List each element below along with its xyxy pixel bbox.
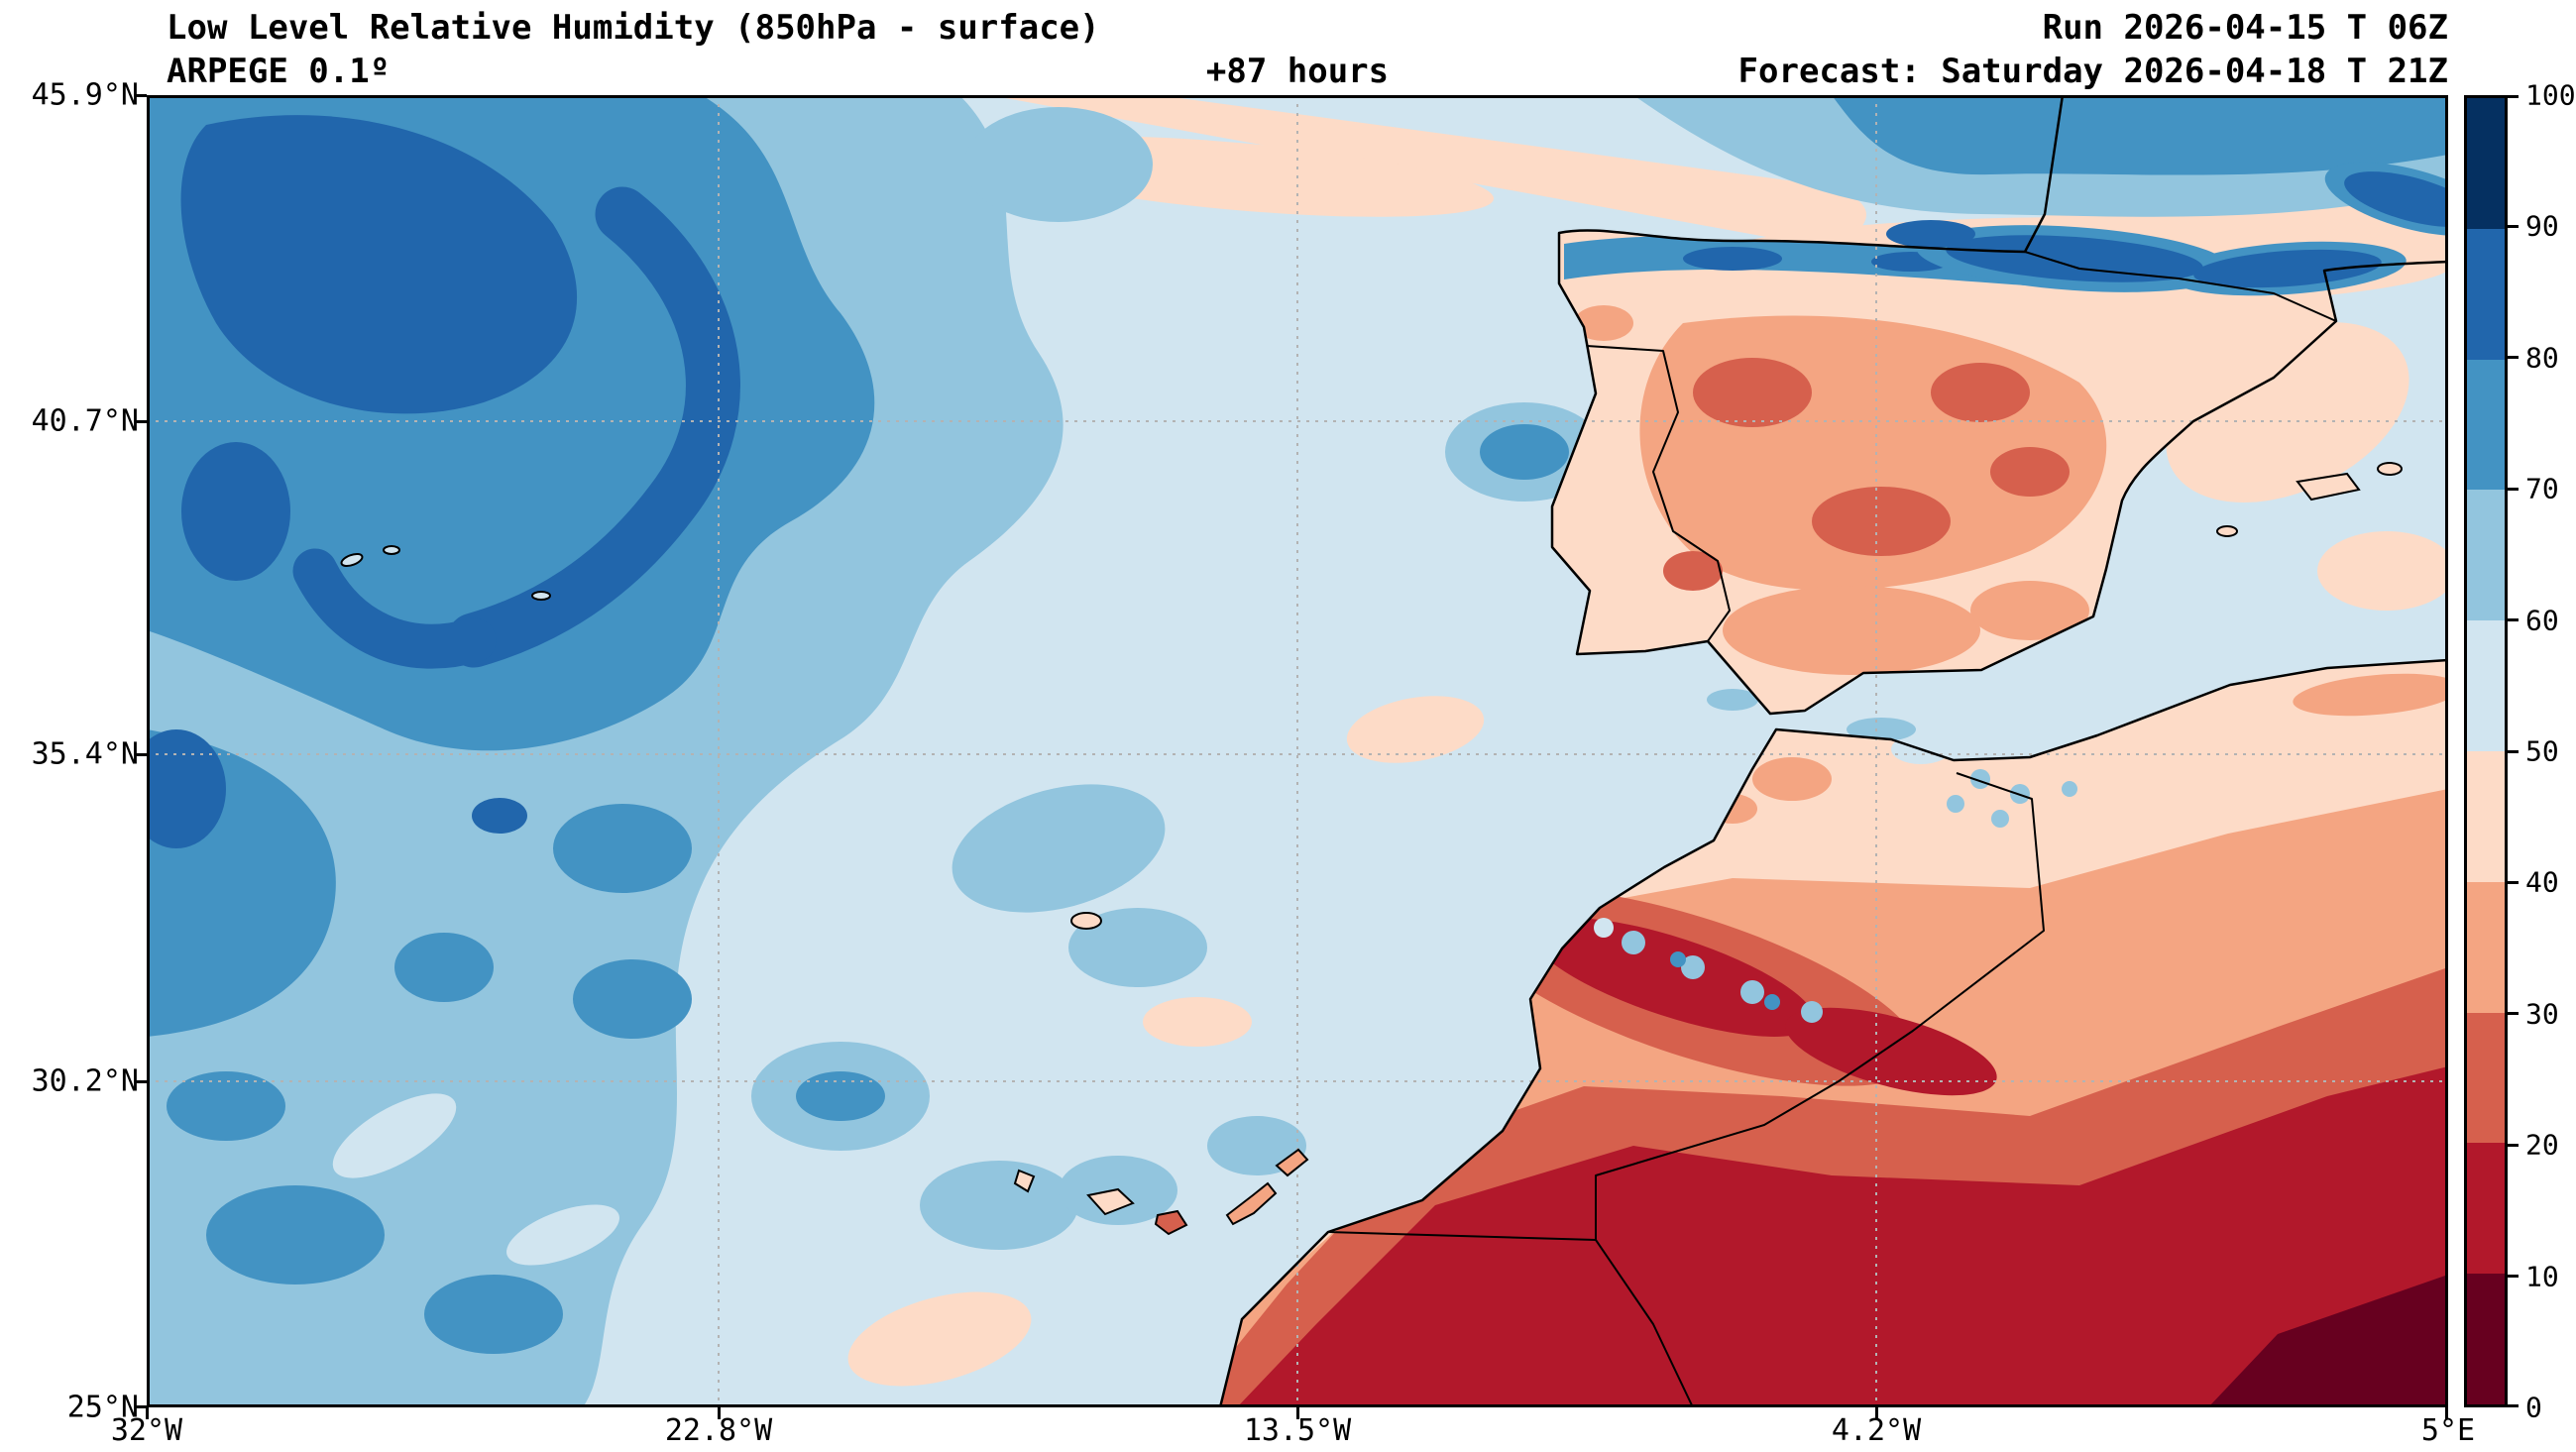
colorbar-tick-label: 100: [2525, 78, 2576, 112]
colorbar-tick-mark: [2508, 95, 2519, 98]
colorbar-tick-label: 80: [2525, 341, 2559, 375]
colorbar-tick-label: 20: [2525, 1128, 2559, 1162]
graticule-gridlines: [147, 95, 2448, 1407]
model-label: ARPEGE 0.1º: [167, 52, 391, 91]
colorbar-tick-label: 50: [2525, 734, 2559, 768]
colorbar-segment: [2467, 620, 2505, 751]
country-borders: [1327, 251, 2337, 1408]
colorbar-tick-mark: [2508, 1143, 2519, 1147]
humidity-field-africa: [1220, 673, 2448, 1407]
y-tick-label: 45.9°N: [31, 77, 139, 113]
axis-tick-mark: [718, 1407, 721, 1419]
axis-tick-mark: [135, 1405, 147, 1408]
plot-frame: [147, 95, 2448, 1407]
axis-tick-mark: [135, 420, 147, 423]
figure-title: Low Level Relative Humidity (850hPa - su…: [167, 8, 1100, 48]
map-plot: [127, 93, 2499, 1409]
colorbar-segment: [2467, 750, 2505, 882]
humidity-field-ocean: [127, 95, 2456, 1407]
colorbar-tick-mark: [2508, 1404, 2519, 1407]
colorbar-ticks: 0 10 20 30 40 50 60 70 80 90 100: [2508, 79, 2576, 1424]
colorbar-tick-label: 40: [2525, 865, 2559, 899]
y-tick-label: 30.2°N: [31, 1063, 139, 1099]
forecast-label: Forecast: Saturday 2026-04-18 T 21Z: [1737, 52, 2448, 91]
colorbar-tick-label: 70: [2525, 472, 2559, 505]
colorbar-tick-mark: [2508, 356, 2519, 360]
x-tick-label: 5°E: [2420, 1413, 2476, 1448]
colorbar-tick-mark: [2508, 618, 2519, 622]
colorbar-segment: [2467, 881, 2505, 1013]
colorbar: [2464, 95, 2508, 1407]
axis-tick-mark: [1875, 1407, 1878, 1419]
y-tick-label: 40.7°N: [31, 403, 139, 439]
axis-tick-mark: [146, 1407, 149, 1419]
axis-tick-mark: [135, 1080, 147, 1083]
colorbar-tick-label: 0: [2525, 1391, 2542, 1424]
colorbar-tick-mark: [2508, 749, 2519, 753]
colorbar-tick-label: 30: [2525, 997, 2559, 1031]
colorbar-tick-mark: [2508, 1012, 2519, 1016]
axis-tick-mark: [1296, 1407, 1299, 1419]
colorbar-tick-mark: [2508, 880, 2519, 884]
colorbar-tick-mark: [2508, 224, 2519, 228]
colorbar-tick-mark: [2508, 487, 2519, 491]
lead-time-label: +87 hours: [1205, 52, 1390, 91]
colorbar-tick-mark: [2508, 1275, 2519, 1279]
y-tick-label: 25°N: [66, 1390, 139, 1425]
colorbar-segment: [2467, 228, 2505, 360]
colorbar-segment: [2467, 1012, 2505, 1144]
axis-tick-mark: [2445, 1407, 2448, 1419]
y-tick-label: 35.4°N: [31, 736, 139, 772]
colorbar-tick-label: 60: [2525, 604, 2559, 637]
axis-tick-mark: [135, 94, 147, 97]
colorbar-segment: [2467, 98, 2505, 229]
colorbar-segment: [2467, 490, 2505, 621]
colorbar-segment: [2467, 1143, 2505, 1275]
map-canvas: [127, 93, 2499, 1409]
colorbar-tick-label: 90: [2525, 209, 2559, 243]
colorbar-segment: [2467, 359, 2505, 491]
axis-tick-mark: [135, 753, 147, 756]
colorbar-tick-label: 10: [2525, 1260, 2559, 1293]
islands: [340, 462, 2403, 1236]
colorbar-segment: [2467, 1274, 2505, 1404]
run-label: Run 2026-04-15 T 06Z: [2042, 8, 2448, 48]
